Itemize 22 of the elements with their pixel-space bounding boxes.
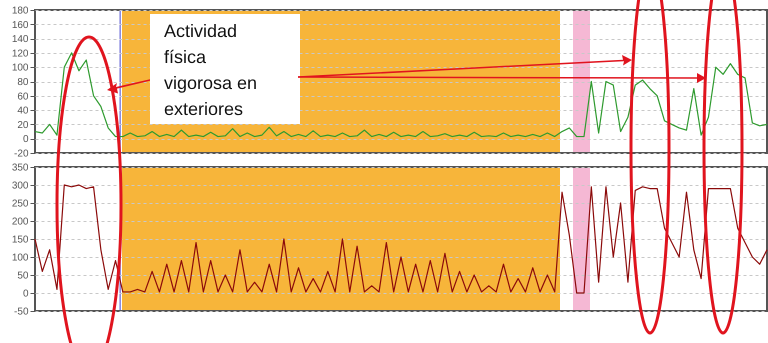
annotation: Actividad física vigorosa en exteriores: [150, 14, 300, 124]
y-tick-label: 250: [12, 198, 29, 210]
y-tick-label: 300: [12, 180, 29, 192]
y-tick-label: 200: [12, 216, 29, 228]
y-tick-label: 100: [12, 62, 29, 74]
y-tick-label: 0: [22, 288, 29, 300]
y-tick-label: 150: [12, 234, 29, 246]
y-tick-label: 40: [17, 106, 29, 117]
y-tick-label: 160: [12, 20, 29, 31]
y-tick-label: 140: [12, 34, 29, 46]
y-tick-label: 180: [12, 6, 29, 16]
y-tick-label: 80: [17, 77, 29, 88]
y-tick-label: 0: [22, 134, 29, 146]
y-tick-label: 60: [17, 91, 29, 102]
y-tick-label: -20: [14, 148, 29, 160]
y-tick-label: 50: [17, 270, 29, 282]
line-series: [34, 184, 768, 294]
y-tick-label: 350: [12, 162, 29, 174]
y-tick-label: 20: [17, 120, 29, 131]
y-tick-label: 120: [12, 48, 29, 60]
y-tick-label: 100: [12, 252, 29, 264]
y-tick-label: -50: [14, 306, 29, 318]
